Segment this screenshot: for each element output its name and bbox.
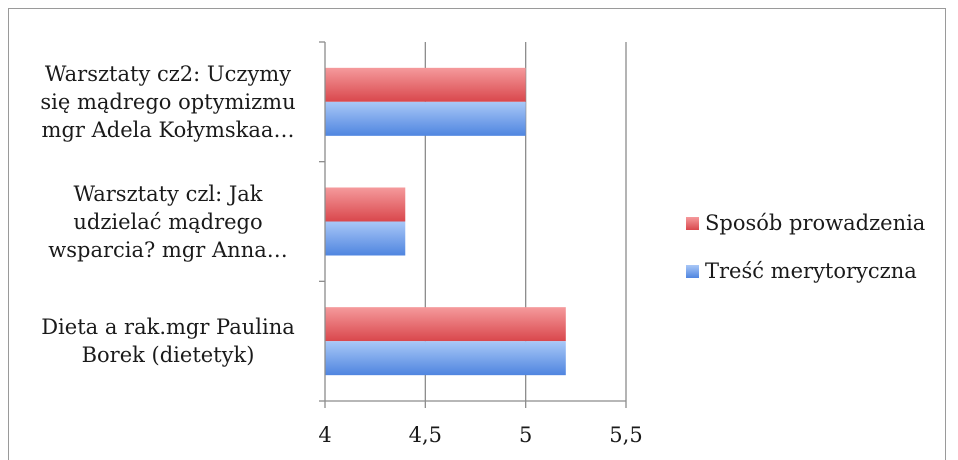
legend-label: Sposób prowadzenia	[705, 211, 926, 235]
legend-swatch	[686, 216, 699, 230]
bar-sposob-2	[325, 67, 526, 102]
category-label-line: Borek (dietetyk)	[81, 343, 255, 368]
x-tick-label: 4	[318, 423, 332, 447]
bar-sposob-1	[325, 187, 406, 222]
legend-swatch	[686, 264, 699, 278]
bar-tresc-0	[325, 341, 566, 376]
legend-item: Sposób prowadzenia	[686, 199, 925, 247]
x-tick-label: 5,5	[609, 423, 643, 447]
category-label-line: Dieta a rak.mgr Paulina	[41, 315, 295, 340]
x-tick-label: 5	[518, 423, 533, 447]
category-label-line: udzielać mądrego	[73, 209, 263, 234]
category-label-line: Warsztaty cz2: Uczymy	[44, 61, 292, 86]
legend: Sposób prowadzenia Treść merytoryczna	[686, 199, 925, 295]
category-label: Warsztaty cz2: Uczymy się mądrego optymiz…	[18, 60, 318, 144]
category-label-line: się mądrego optymizmu	[40, 89, 296, 114]
category-label-line: Warsztaty czl: Jak	[73, 181, 263, 206]
legend-item: Treść merytoryczna	[686, 247, 925, 295]
category-label: Warsztaty czl: Jak udzielać mądrego wsparc…	[18, 180, 318, 264]
bar-tresc-1	[325, 221, 406, 256]
bar-tresc-2	[325, 101, 526, 136]
category-label: Dieta a rak.mgr Paulina Borek (dietetyk)	[18, 313, 318, 369]
category-label-line: wsparcia? mgr Anna…	[48, 237, 288, 262]
legend-label: Treść merytoryczna	[705, 259, 917, 283]
x-tick-label: 4,5	[408, 423, 443, 447]
category-label-line: mgr Adela Kołymskaa…	[41, 117, 295, 142]
bar-sposob-0	[325, 307, 566, 342]
